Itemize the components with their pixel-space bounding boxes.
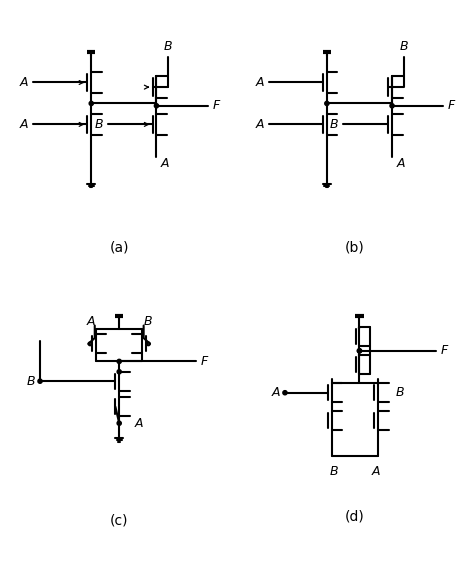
Text: F: F — [212, 99, 219, 112]
Text: A: A — [372, 465, 380, 478]
Text: (b): (b) — [345, 241, 365, 255]
Text: (c): (c) — [110, 514, 128, 528]
Circle shape — [325, 101, 329, 105]
Text: A: A — [255, 118, 264, 131]
Circle shape — [357, 349, 362, 353]
Text: A: A — [86, 315, 95, 328]
Text: A: A — [20, 76, 28, 89]
Text: B: B — [329, 465, 338, 478]
Text: B: B — [400, 40, 408, 53]
Text: B: B — [164, 40, 173, 53]
Text: B: B — [144, 315, 152, 328]
Text: F: F — [448, 99, 455, 112]
Text: B: B — [94, 118, 103, 131]
Circle shape — [89, 101, 93, 105]
Circle shape — [390, 104, 394, 108]
Text: (a): (a) — [109, 241, 129, 255]
Circle shape — [38, 379, 42, 383]
Circle shape — [117, 421, 121, 425]
Circle shape — [117, 370, 121, 374]
Text: A: A — [134, 417, 143, 430]
Text: B: B — [27, 375, 36, 388]
Text: (d): (d) — [345, 509, 365, 523]
Circle shape — [155, 104, 158, 108]
Text: F: F — [441, 344, 448, 358]
Text: A: A — [255, 76, 264, 89]
Text: F: F — [201, 355, 208, 368]
Text: A: A — [20, 118, 28, 131]
Text: A: A — [272, 386, 280, 399]
Circle shape — [117, 359, 121, 363]
Circle shape — [283, 391, 287, 395]
Text: B: B — [395, 386, 404, 399]
Circle shape — [357, 349, 362, 353]
Text: A: A — [161, 157, 170, 170]
Text: B: B — [330, 118, 338, 131]
Text: A: A — [397, 157, 405, 170]
